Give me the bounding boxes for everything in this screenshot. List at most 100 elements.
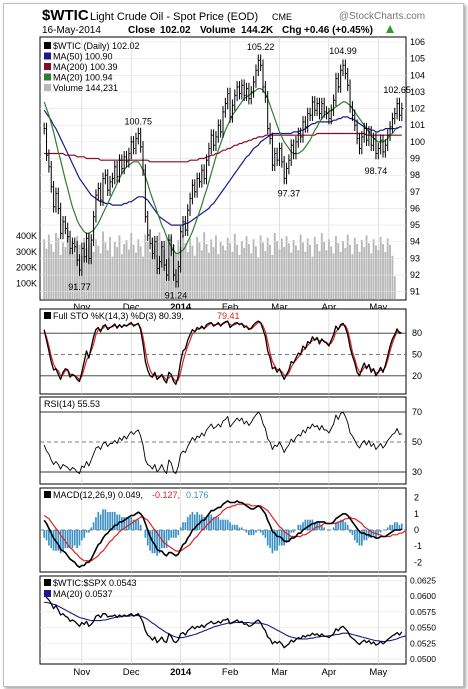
legend-entry: $WTIC:$SPX 0.0543 [53,578,137,588]
price-annotation: 100.75 [125,116,153,126]
price-annotation: 98.74 [365,166,388,176]
volume-bar [182,234,184,299]
volume-bar [205,244,208,299]
y-tick-label: 98 [410,170,420,180]
price-bar [380,134,383,155]
quote-date: 16-May-2014 [42,25,101,36]
price-annotation: 97.37 [278,189,301,199]
macd-histogram-bar [241,527,243,530]
price-bar [222,106,225,138]
price-bar [206,154,209,185]
volume-bar [278,249,281,299]
y-tick-label: 96 [410,203,420,213]
volume-bar [372,239,375,299]
volume-tick-label: 400K [16,231,37,241]
y-tick-label: 92 [410,270,420,280]
volume-bar [45,248,48,299]
y-tick-label: 50 [412,437,422,447]
price-bar [250,86,253,105]
volume-bar [255,246,257,299]
macd-histogram-bar [344,522,347,530]
watermark: @StockCharts.com [339,11,425,22]
price-bar [137,127,140,145]
close-value: 102.02 [160,25,191,36]
macd-histogram-bar [386,527,389,530]
macd-histogram-bar [76,530,78,549]
price-bar [300,127,303,143]
volume-bar [200,250,203,299]
up-arrow-icon [386,25,394,33]
volume-bar [99,253,102,299]
price-bar [384,139,387,158]
macd-histogram-bar [165,530,168,549]
macd-histogram-bar [59,530,62,554]
macd-histogram-bar [401,523,403,530]
ratio-panel-content: 0.0500 0.0525 0.0550 0.0575 0.0600 0.0625 $WTI… [40,575,436,678]
volume-bar [337,243,340,299]
macd-histogram-bar [149,530,151,551]
price-bar [335,72,338,107]
price-bar [133,136,136,155]
price-bar [314,96,317,117]
macd-histogram-bar [278,530,281,546]
macd-histogram-bar [332,527,335,530]
stoch-legend: Full STO %K(14,3) %D(3) 80.39, [53,311,184,321]
volume-bar [102,231,104,299]
volume-bar [247,244,250,299]
macd-histogram-bar [69,530,71,549]
price-bar [201,164,204,188]
price-bar [337,72,340,93]
price-bar [81,242,84,276]
price-bar [67,222,70,243]
price-bar [50,161,53,193]
volume-bar [375,245,377,299]
volume-bar [335,236,337,299]
macd-histogram-bar [391,524,394,530]
volume-bar [389,244,391,299]
price-bar [267,91,270,135]
macd-histogram-bar [337,522,340,530]
volume-bar [116,247,119,299]
volume-bar [243,247,246,299]
y-tick-label: 95 [410,220,420,230]
volume-bar [71,240,74,299]
y-tick-label: 20 [412,371,422,381]
price-bar [102,172,105,206]
macd-histogram-bar [189,514,191,530]
y-tick-label: 0 [414,525,419,535]
price-bar [323,97,326,118]
volume-bar [189,238,191,299]
volume-bar [285,236,288,299]
price-bar [248,82,251,105]
chart-frame: $WTIC Light Crude Oil - Spot Price (EOD)… [3,3,464,687]
y-tick-label: 99 [410,154,420,164]
x-tick-label: May [369,302,387,313]
macd-histogram-bar [168,530,170,541]
price-bar [147,210,150,241]
price-bar [140,127,143,153]
price-bar [398,97,402,122]
price-bar [274,147,277,171]
price-bar [64,215,67,235]
macd-histogram-bar [236,524,238,530]
volume-bar [299,234,302,299]
macd-histogram-bar [396,522,398,530]
price-bar [114,161,117,185]
rsi-legend: RSI(14) 55.53 [44,399,100,409]
price-bar [288,154,291,175]
volume-bar [111,256,114,299]
price-bar [151,237,155,260]
macd-histogram-bar [226,519,229,530]
legend-swatch [44,42,51,49]
volume-bar [370,253,373,299]
macd-histogram-bar [90,527,93,530]
volume-bar [198,242,201,299]
macd-histogram-bar [50,530,53,549]
ratio-line [43,592,403,649]
price-bar [330,104,333,125]
volume-bar [212,247,215,299]
volume-bar [273,233,276,299]
macd-histogram-bar [111,511,114,530]
price-bar [241,79,244,100]
price-bar [328,107,331,125]
